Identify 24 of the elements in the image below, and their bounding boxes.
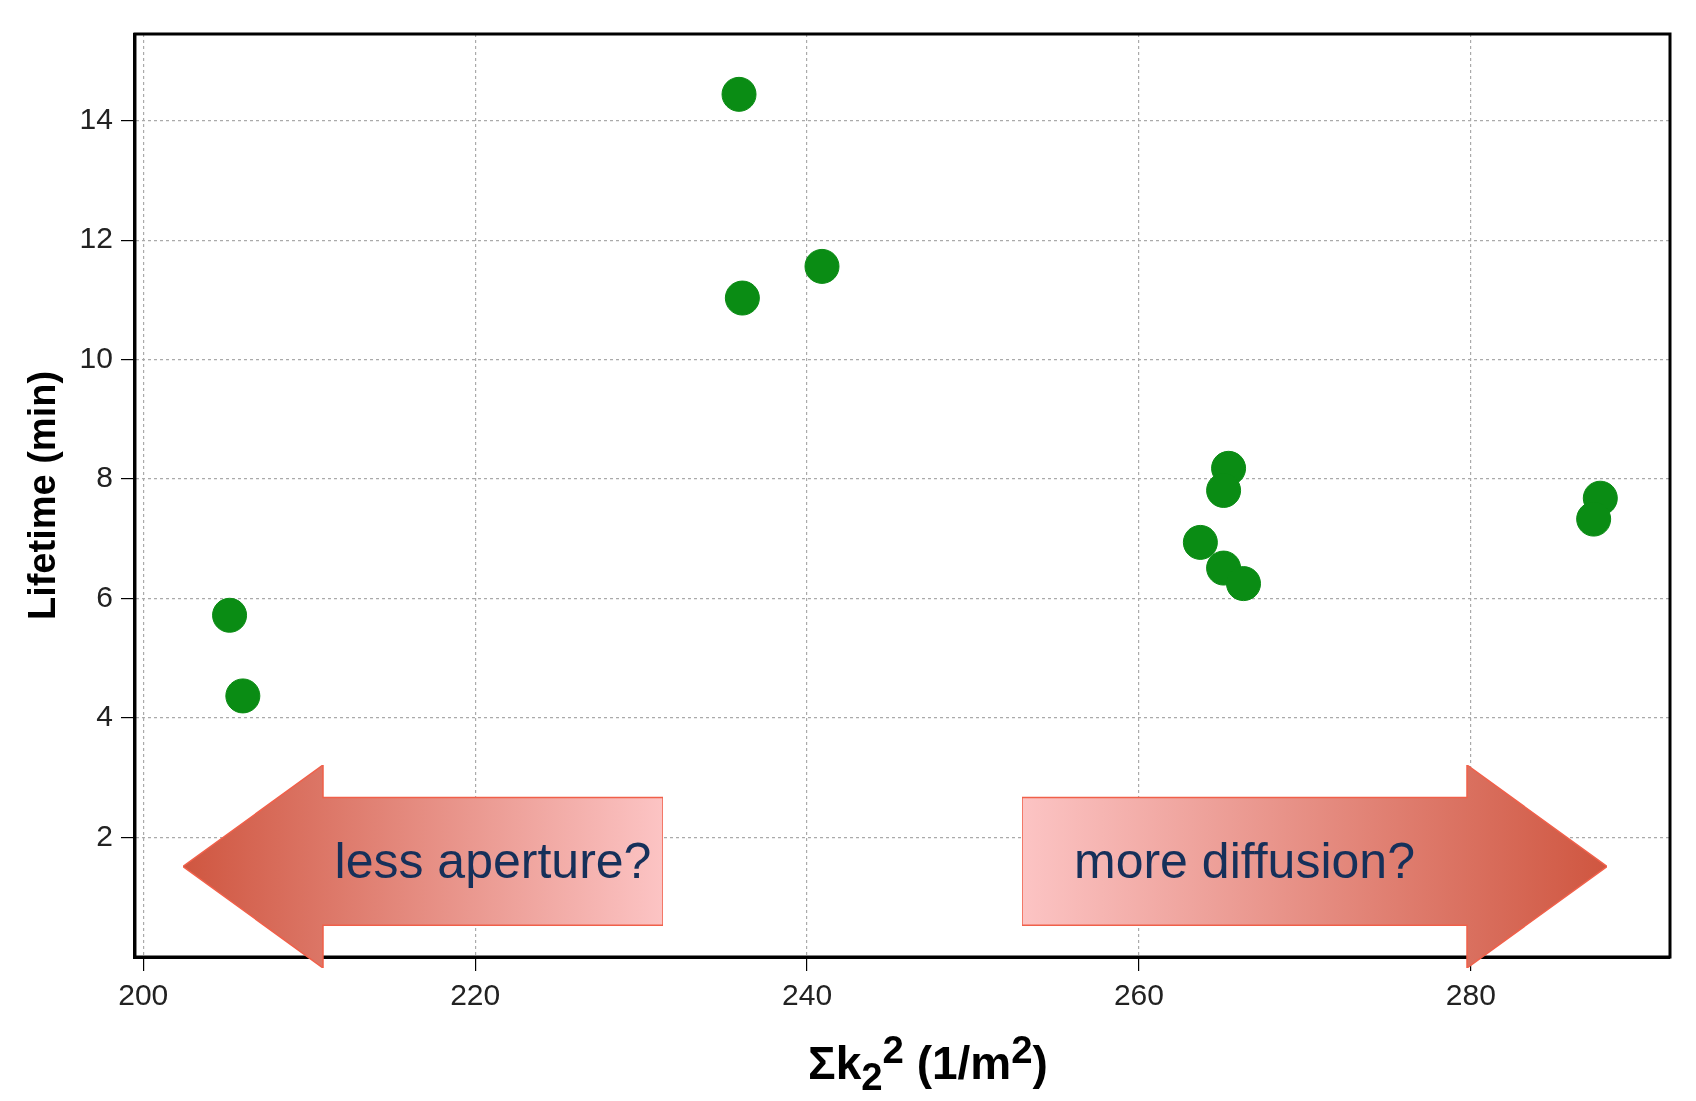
y-tick-label: 4 bbox=[96, 699, 113, 733]
x-tick-label: 260 bbox=[1113, 978, 1164, 1012]
y-tick-label: 6 bbox=[96, 579, 113, 613]
x-tick-label: 240 bbox=[782, 978, 833, 1012]
y-axis-title: Lifetime (min) bbox=[21, 370, 64, 621]
point bbox=[225, 678, 261, 714]
y-tick-label: 8 bbox=[96, 460, 113, 494]
annotation: less aperture? bbox=[333, 832, 653, 892]
x-tick-label: 200 bbox=[118, 978, 169, 1012]
point bbox=[1576, 501, 1612, 537]
y-tick-label: 2 bbox=[96, 818, 113, 852]
annotation: more diffusion? bbox=[1073, 832, 1416, 892]
point bbox=[804, 248, 840, 284]
x-tick-label: 220 bbox=[450, 978, 501, 1012]
point bbox=[721, 76, 757, 112]
point bbox=[212, 597, 248, 633]
y-tick-label: 10 bbox=[79, 340, 113, 374]
point bbox=[724, 280, 760, 316]
y-tick-label: 14 bbox=[79, 101, 113, 135]
y-tick-label: 12 bbox=[79, 221, 113, 255]
point bbox=[1226, 566, 1262, 602]
x-axis-title: Σk$_{2}$$^{2}$ (1/m$^{2}$) bbox=[807, 1028, 1049, 1099]
x-tick-label: 280 bbox=[1445, 978, 1496, 1012]
point bbox=[1182, 524, 1218, 560]
